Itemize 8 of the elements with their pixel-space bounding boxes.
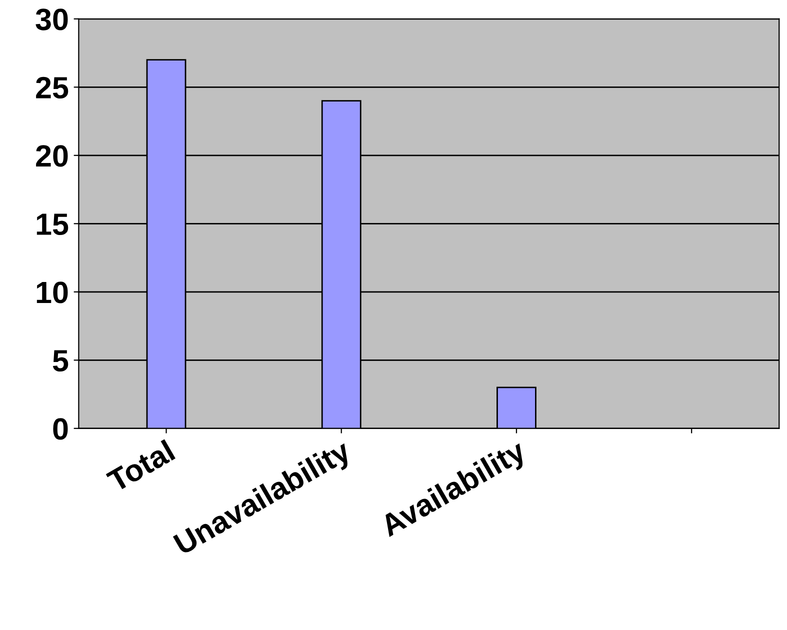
y-tick-label: 25 [36,76,68,99]
y-tick-label: 5 [52,350,68,372]
y-tick-label: 15 [36,214,68,236]
y-tick-label: 30 [36,8,68,30]
y-tick-label: 0 [53,418,68,440]
y-tick-label: 10 [36,282,68,304]
y-tick-label: 20 [36,145,68,167]
x-tick-label: Total [105,439,176,493]
